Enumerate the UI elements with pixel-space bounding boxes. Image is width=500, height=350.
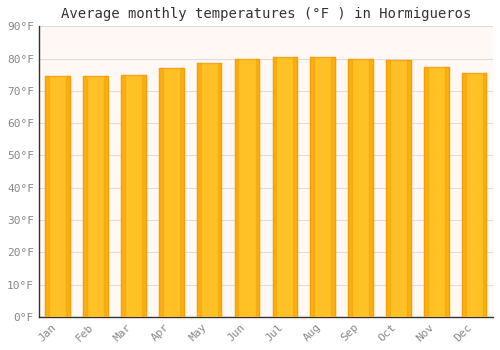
Polygon shape	[294, 57, 297, 317]
Title: Average monthly temperatures (°F ) in Hormigueros: Average monthly temperatures (°F ) in Ho…	[60, 7, 471, 21]
Polygon shape	[197, 63, 200, 317]
Polygon shape	[369, 58, 373, 317]
Bar	[310, 57, 335, 317]
Polygon shape	[407, 60, 410, 317]
Bar	[84, 76, 108, 317]
Bar	[234, 58, 260, 317]
Polygon shape	[121, 75, 125, 317]
Polygon shape	[256, 58, 260, 317]
Polygon shape	[332, 57, 335, 317]
Polygon shape	[104, 76, 108, 317]
Polygon shape	[272, 57, 276, 317]
Polygon shape	[386, 60, 390, 317]
Bar	[159, 68, 184, 317]
Polygon shape	[462, 73, 466, 317]
Polygon shape	[159, 68, 162, 317]
Polygon shape	[66, 76, 70, 317]
Bar	[197, 63, 222, 317]
Bar	[46, 76, 70, 317]
Bar	[386, 60, 410, 317]
Bar	[272, 57, 297, 317]
Polygon shape	[445, 66, 448, 317]
Polygon shape	[46, 76, 49, 317]
Polygon shape	[84, 76, 87, 317]
Bar	[348, 58, 373, 317]
Bar	[462, 73, 486, 317]
Polygon shape	[218, 63, 222, 317]
Polygon shape	[482, 73, 486, 317]
Bar	[121, 75, 146, 317]
Polygon shape	[180, 68, 184, 317]
Polygon shape	[234, 58, 238, 317]
Polygon shape	[310, 57, 314, 317]
Polygon shape	[348, 58, 352, 317]
Bar	[424, 66, 448, 317]
Polygon shape	[424, 66, 428, 317]
Polygon shape	[142, 75, 146, 317]
